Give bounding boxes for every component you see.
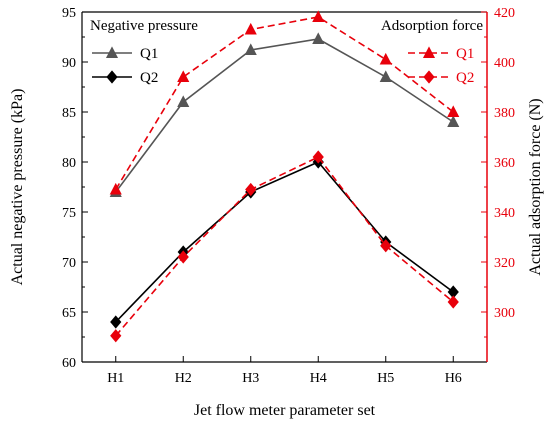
- legend-left-label: Q1: [140, 46, 158, 62]
- legends: Negative pressure Q1 Q2 Adsorption force Q1 Q…: [90, 18, 483, 86]
- x-tick-label: H1: [107, 371, 124, 386]
- legend-right-label: Q2: [456, 70, 474, 86]
- x-tick-label: H6: [445, 371, 462, 386]
- y-axis-left-label: Actual negative pressure (kPa): [9, 89, 26, 286]
- data-point-right-q1-h5: [379, 52, 392, 65]
- y-right-tick-label: 420: [494, 6, 515, 21]
- data-point-left-q1-h3: [244, 43, 257, 55]
- data-point-left-q1-h4: [312, 32, 325, 44]
- legend-right-title: Adsorption force: [381, 18, 483, 34]
- series-line-left-q1: [115, 38, 454, 193]
- y-left-tick-label: 60: [62, 356, 76, 371]
- data-point-right-q2-h2: [177, 250, 189, 264]
- x-tick-label: H3: [242, 371, 259, 386]
- data-point-right-q1-h1: [109, 182, 122, 195]
- legend-left-label: Q2: [140, 70, 158, 86]
- data-point-right-q1-h3: [244, 22, 257, 35]
- series-line-right-q2: [115, 155, 454, 337]
- data-point-right-q1-h4: [312, 10, 325, 22]
- data-point-left-q2-h6: [447, 285, 459, 299]
- data-point-right-q2-h4: [312, 150, 324, 164]
- series-right-q2: [110, 150, 459, 343]
- data-point-left-q1-h5: [379, 70, 392, 82]
- series-left-q1: [109, 32, 460, 197]
- axes: 60 65 70 75 80 85 90 95 300 320 340 360 380 400 420 H1 H…: [62, 6, 515, 386]
- data-point-left-q1-h2: [177, 95, 190, 107]
- y-right-tick-label: 300: [494, 306, 515, 321]
- legend-left-title: Negative pressure: [90, 18, 198, 34]
- data-point-left-q2-h1: [110, 315, 122, 329]
- y-left-tick-label: 95: [62, 6, 76, 21]
- x-tick-label: H2: [175, 371, 192, 386]
- legend-right-label: Q1: [456, 46, 474, 62]
- y-left-tick-label: 90: [62, 56, 76, 71]
- legend-left-marker: [106, 70, 118, 84]
- y-right-tick-label: 380: [494, 106, 515, 121]
- y-left-tick-label: 75: [62, 206, 76, 221]
- data-point-right-q1-h6: [447, 105, 460, 117]
- x-tick-label: H5: [377, 371, 394, 386]
- x-tick-label: H4: [310, 371, 327, 386]
- y-right-tick-label: 360: [494, 156, 515, 171]
- y-right-tick-label: 340: [494, 206, 515, 221]
- series-left-q2: [110, 155, 459, 329]
- y-left-tick-label: 80: [62, 156, 76, 171]
- y-right-tick-label: 320: [494, 256, 515, 271]
- series-right-q1: [109, 10, 460, 195]
- y-left-tick-label: 70: [62, 256, 76, 271]
- x-axis-label: Jet flow meter parameter set: [194, 402, 376, 419]
- legend-right-marker: [422, 46, 436, 58]
- data-point-left-q1-h6: [447, 115, 460, 127]
- legend-right-marker: [423, 70, 435, 84]
- series-line-left-q2: [115, 161, 454, 323]
- y-right-tick-label: 400: [494, 56, 515, 71]
- data-point-right-q2-h3: [245, 182, 257, 197]
- y-left-tick-label: 65: [62, 306, 76, 321]
- data-point-right-q2-h6: [447, 295, 459, 309]
- y-axis-right-label: Actual adsorption force (N): [527, 98, 544, 275]
- data-point-right-q2-h5: [380, 239, 392, 253]
- series-line-right-q1: [115, 16, 454, 190]
- legend-left-marker: [105, 46, 119, 58]
- data-point-right-q1-h2: [177, 70, 190, 82]
- series-layer: [109, 10, 460, 343]
- data-point-right-q2-h1: [110, 329, 122, 343]
- y-left-tick-label: 85: [62, 106, 76, 121]
